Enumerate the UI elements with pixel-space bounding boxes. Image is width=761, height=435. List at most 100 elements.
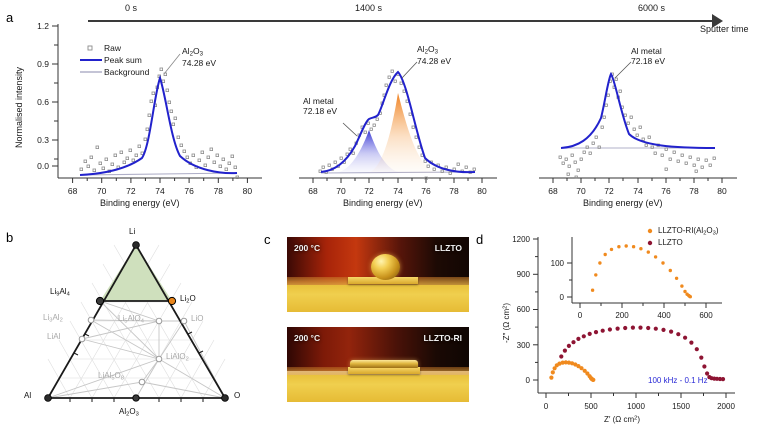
panel-a-ylabel: Normalised intensity (14, 66, 24, 148)
svg-text:300: 300 (517, 341, 531, 350)
ternary-label-o: O (234, 391, 241, 400)
annotation-energy: 74.28 eV (182, 57, 217, 68)
panel-letter-b: b (6, 230, 14, 245)
svg-text:80: 80 (717, 186, 727, 196)
annotation-species: Al metal (303, 96, 334, 106)
panel-letter-a: a (6, 10, 14, 25)
svg-text:70: 70 (336, 186, 346, 196)
photo-llzto-sample: LLZTO (434, 243, 462, 253)
node-lial (78, 335, 86, 343)
sputter-time-arrow-head (712, 14, 723, 28)
annotation-energy: 72.18 eV (303, 106, 338, 117)
svg-text:74: 74 (393, 186, 403, 196)
xps-chart-1400s: 68 70 72 74 76 78 80 (285, 18, 510, 208)
annotation-species: Al2O3 (182, 46, 203, 58)
svg-text:74: 74 (633, 186, 643, 196)
svg-text:68: 68 (68, 186, 78, 196)
series-llzto-ri-points (549, 360, 596, 382)
svg-text:72: 72 (604, 186, 614, 196)
legend-marker-llzto (647, 240, 653, 246)
panel-d-xlabel: Z′ (Ω cm2) (604, 415, 641, 424)
raw-points-6000s (558, 72, 716, 179)
svg-text:0.9: 0.9 (37, 59, 49, 69)
svg-text:0.3: 0.3 (37, 135, 49, 145)
ternary-label-lio: LiO (191, 314, 204, 323)
svg-text:200: 200 (615, 311, 629, 320)
peak-sum-curve-0s (79, 74, 238, 176)
svg-text:78: 78 (449, 186, 459, 196)
node-lialo2 (155, 355, 163, 363)
node-lio (180, 317, 188, 325)
wetted-li-film (350, 360, 418, 368)
node-li9al4 (95, 296, 105, 306)
legend-marker-peak-sum (80, 59, 102, 61)
node-al2o3 (132, 394, 140, 402)
annotation-al2o3-0s: Al2O3 74.28 eV (182, 46, 216, 68)
legend-label-background: Background (104, 67, 150, 77)
ternary-label-li9al4: Li9Al4 (50, 287, 70, 298)
nyquist-plot: 1200 900 600 300 0 0 500 1000 1500 2000 (500, 225, 755, 430)
svg-text:100: 100 (551, 259, 565, 268)
svg-text:1000: 1000 (627, 402, 645, 411)
vertex-o (221, 394, 229, 402)
ternary-label-li2o: Li2O (180, 294, 196, 305)
xps-chart-6000s: 68 70 72 74 76 78 80 (525, 18, 750, 208)
svg-text:2000: 2000 (717, 402, 735, 411)
ternary-label-al2o3: Al2O3 (119, 407, 139, 418)
annotation-species: Al2O3 (417, 44, 438, 56)
inset-series-llzto-ri-points (590, 244, 692, 299)
svg-text:0.6: 0.6 (37, 97, 49, 107)
svg-text:80: 80 (243, 186, 253, 196)
svg-text:76: 76 (661, 186, 671, 196)
legend-marker-background (80, 71, 102, 73)
photo-llzto-ri-sample: LLZTO-RI (423, 333, 462, 343)
legend-label-llzto: LLZTO (658, 238, 683, 247)
ternary-label-li5alo4: Li5AlO4 (118, 314, 144, 325)
svg-text:1.2: 1.2 (37, 21, 49, 31)
svg-text:78: 78 (689, 186, 699, 196)
svg-text:600: 600 (517, 305, 531, 314)
svg-text:0: 0 (560, 293, 565, 302)
svg-text:900: 900 (517, 270, 531, 279)
peak-sum-curve-6000s (560, 72, 716, 149)
panel-a-xlabel-1: Binding energy (eV) (100, 198, 180, 208)
node-li5alo4 (155, 317, 163, 325)
svg-text:72: 72 (364, 186, 374, 196)
svg-text:70: 70 (97, 186, 107, 196)
annotation-energy: 72.18 eV (631, 56, 666, 67)
svg-text:0.0: 0.0 (37, 161, 49, 171)
legend-label-llzto-ri: LLZTO-RI(Al2O3) (658, 226, 719, 237)
svg-text:0: 0 (544, 402, 549, 411)
peak-sum-curve-1400s (320, 70, 476, 174)
frequency-range-note: 100 kHz - 0.1 Hz (648, 376, 708, 385)
svg-text:78: 78 (214, 186, 224, 196)
sputter-time-axis-label: Sputter time (700, 24, 749, 34)
panel-a-xlabel-3: Binding energy (eV) (583, 198, 663, 208)
photo-llzto-ri-temperature: 200 °C (294, 333, 321, 343)
nyquist-svg: 1200 900 600 300 0 0 500 1000 1500 2000 (512, 228, 735, 411)
annotation-species: Al metal (631, 46, 662, 56)
svg-text:68: 68 (548, 186, 558, 196)
xps-plot-0s: 1.2 0.9 0.6 0.3 0.0 68 70 72 74 76 78 80 (37, 21, 262, 196)
photo-llzto-temperature: 200 °C (294, 243, 321, 253)
xps-chart-0s: 1.2 0.9 0.6 0.3 0.0 68 70 72 74 76 78 80 (30, 18, 270, 208)
legend-label-raw: Raw (104, 43, 122, 53)
photo-llzto: 200 °C LLZTO (287, 237, 469, 312)
ternary-label-li3al2: Li3Al2 (43, 313, 63, 324)
component-al-metal-1400s (335, 130, 403, 173)
ternary-label-li: Li (129, 227, 136, 236)
sputter-time-1400s: 1400 s (355, 3, 383, 13)
ternary-label-lial: LiAl (47, 332, 61, 341)
node-li3al2 (87, 316, 95, 324)
svg-text:1500: 1500 (672, 402, 690, 411)
node-li2o (167, 296, 177, 306)
svg-text:72: 72 (126, 186, 136, 196)
node-lial5o8 (138, 378, 146, 386)
vertex-al (44, 394, 52, 402)
svg-text:76: 76 (421, 186, 431, 196)
svg-text:80: 80 (477, 186, 487, 196)
ternary-svg (44, 241, 229, 402)
legend-label-peak-sum: Peak sum (104, 55, 142, 65)
ternary-phase-diagram: Li Al O Li9Al4 Li2O Li3Al2 LiAl Li5AlO4 … (14, 225, 264, 430)
annotation-al-metal-1400s: Al metal 72.18 eV (303, 96, 337, 116)
